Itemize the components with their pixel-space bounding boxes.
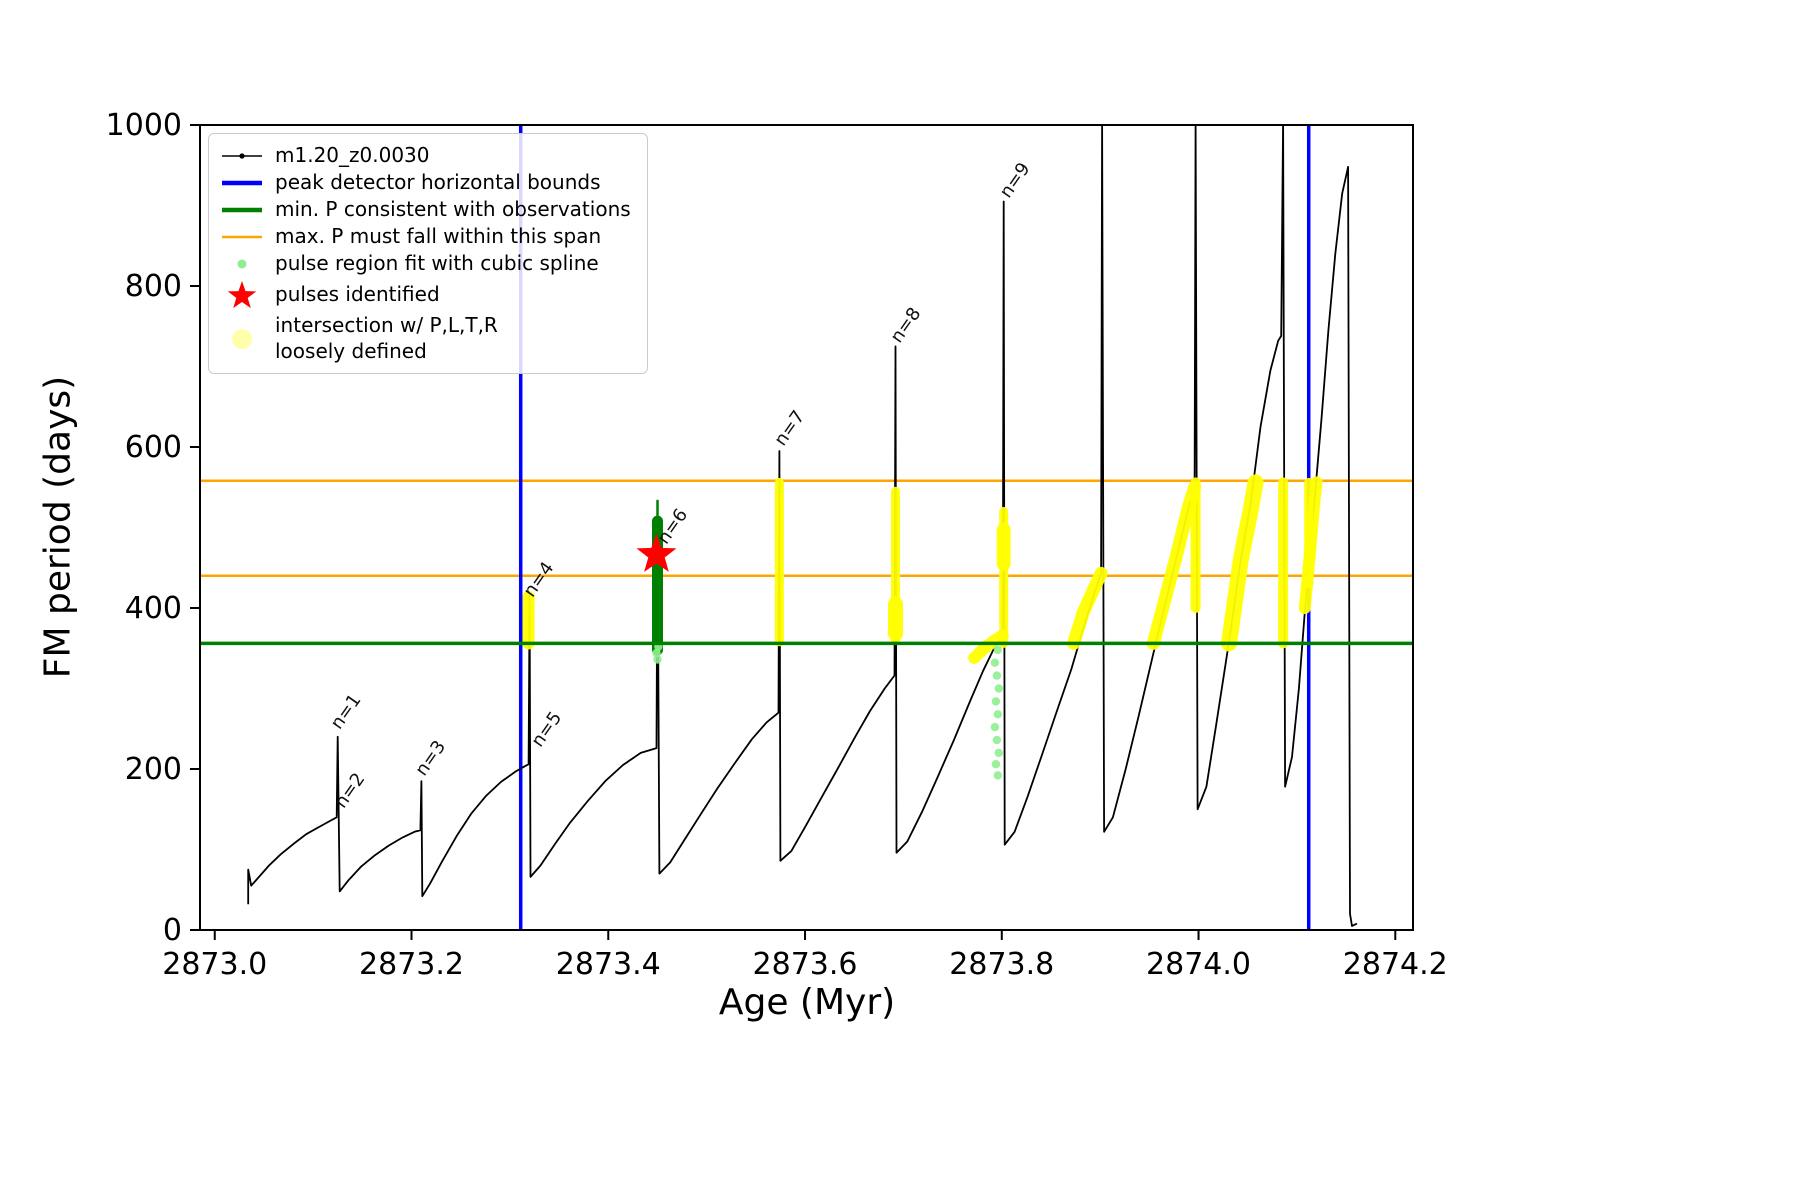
spline-fit-dot bbox=[994, 748, 1003, 758]
spline-fit-dot bbox=[992, 671, 1002, 680]
pulses-identified-star-icon bbox=[636, 533, 677, 572]
spline-fit-dot bbox=[994, 684, 1003, 693]
x-tick-label: 2873.2 bbox=[359, 947, 464, 982]
line-dot-legend-icon bbox=[219, 143, 265, 169]
dot-large-legend-icon bbox=[219, 325, 265, 353]
thick-line-legend-icon bbox=[219, 197, 265, 223]
intersection-overlay-segment bbox=[1221, 474, 1264, 652]
legend-item-label: m1.20_z0.0030 bbox=[275, 143, 430, 168]
intersection-overlay-segment bbox=[1146, 480, 1202, 650]
spline-fit-dot bbox=[993, 645, 1002, 655]
thick-line-legend-icon bbox=[219, 170, 265, 196]
legend-item: m1.20_z0.0030 bbox=[219, 143, 631, 169]
axes-box bbox=[199, 124, 1414, 931]
spline-fit-dot bbox=[990, 722, 1000, 732]
x-tick-label: 2873.6 bbox=[753, 947, 858, 982]
spline-fit-dot bbox=[990, 658, 1000, 667]
y-axis-label: FM period (days) bbox=[37, 375, 79, 679]
spline-fit-dot bbox=[993, 710, 1002, 719]
pulse-number-label: n=5 bbox=[527, 708, 566, 751]
legend-item: max. P must fall within this span bbox=[219, 224, 631, 250]
spline-fit-dot bbox=[993, 771, 1002, 780]
spline-fit-dot bbox=[653, 655, 662, 664]
x-axis-label: Age (Myr) bbox=[718, 982, 896, 1023]
y-tick-label: 600 bbox=[125, 430, 182, 465]
legend-item: intersection w/ P,L,T,R loosely defined bbox=[219, 313, 631, 364]
legend-item-label: min. P consistent with observations bbox=[275, 197, 631, 222]
legend-item-label: peak detector horizontal bounds bbox=[275, 170, 601, 195]
x-tick-label: 2874.2 bbox=[1343, 947, 1448, 982]
spline-fit-dot bbox=[991, 697, 1001, 706]
spline-fit-dot bbox=[992, 735, 1002, 745]
legend-item: min. P consistent with observations bbox=[219, 197, 631, 223]
legend-item-label: pulses identified bbox=[275, 282, 440, 307]
pulse-number-label: n=1 bbox=[327, 690, 366, 733]
pulse-number-label: n=8 bbox=[886, 304, 925, 347]
legend-item-label: intersection w/ P,L,T,R loosely defined bbox=[275, 313, 498, 363]
legend-item: pulse region fit with cubic spline bbox=[219, 251, 631, 277]
legend-item: pulses identified bbox=[219, 278, 631, 312]
spline-fit-dot bbox=[652, 648, 661, 658]
intersection-overlay-segment bbox=[1067, 566, 1108, 650]
legend-item-label: pulse region fit with cubic spline bbox=[275, 251, 599, 276]
pulse-number-label: n=7 bbox=[770, 407, 809, 450]
legend-item: peak detector horizontal bounds bbox=[219, 170, 631, 196]
line-legend-icon bbox=[219, 224, 265, 250]
spline-fit-dot bbox=[991, 760, 1001, 769]
plot-layer bbox=[247, 125, 1358, 927]
pulse-number-label: n=9 bbox=[996, 159, 1035, 202]
x-tick-label: 2873.4 bbox=[556, 947, 661, 982]
y-tick-label: 0 bbox=[163, 913, 182, 948]
y-tick-label: 200 bbox=[125, 752, 182, 787]
x-tick-label: 2874.0 bbox=[1146, 947, 1251, 982]
y-tick-label: 800 bbox=[125, 269, 182, 304]
legend-item-label: max. P must fall within this span bbox=[275, 224, 602, 249]
pulse-number-label: n=3 bbox=[411, 737, 450, 780]
y-tick-label: 1000 bbox=[106, 108, 182, 143]
x-tick-label: 2873.0 bbox=[162, 947, 267, 982]
legend: m1.20_z0.0030 peak detector horizontal bo… bbox=[208, 133, 648, 375]
x-tick-label: 2873.8 bbox=[949, 947, 1054, 982]
y-tick-label: 400 bbox=[125, 591, 182, 626]
star-legend-icon bbox=[219, 278, 265, 312]
dot-small-legend-icon bbox=[219, 251, 265, 277]
